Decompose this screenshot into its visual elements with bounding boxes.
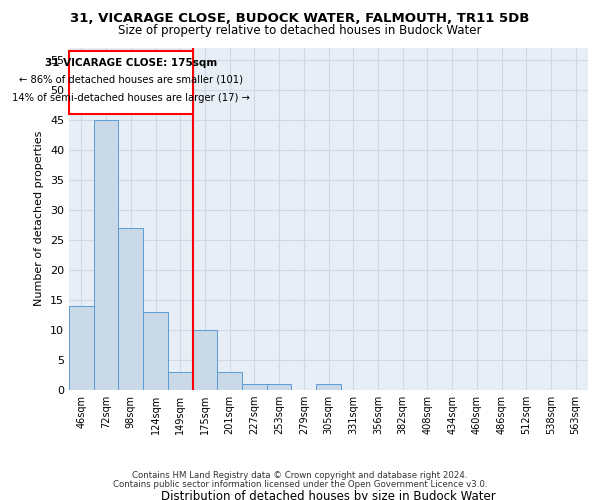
Text: ← 86% of detached houses are smaller (101): ← 86% of detached houses are smaller (10… (19, 74, 243, 85)
Bar (143, 312, 168, 390)
Bar (316, 384, 341, 390)
Bar (217, 372, 242, 390)
Text: Contains HM Land Registry data © Crown copyright and database right 2024.: Contains HM Land Registry data © Crown c… (132, 471, 468, 480)
Text: 14% of semi-detached houses are larger (17) →: 14% of semi-detached houses are larger (… (12, 92, 250, 102)
Bar (69, 306, 94, 390)
Text: Size of property relative to detached houses in Budock Water: Size of property relative to detached ho… (118, 24, 482, 37)
Bar (168, 372, 193, 390)
Text: 31 VICARAGE CLOSE: 175sqm: 31 VICARAGE CLOSE: 175sqm (44, 58, 217, 68)
Text: 31, VICARAGE CLOSE, BUDOCK WATER, FALMOUTH, TR11 5DB: 31, VICARAGE CLOSE, BUDOCK WATER, FALMOU… (70, 12, 530, 26)
Bar (118, 228, 143, 390)
Text: Contains public sector information licensed under the Open Government Licence v3: Contains public sector information licen… (113, 480, 487, 489)
X-axis label: Distribution of detached houses by size in Budock Water: Distribution of detached houses by size … (161, 490, 496, 500)
Bar (242, 384, 267, 390)
Bar (94, 120, 118, 390)
Bar (267, 384, 292, 390)
Y-axis label: Number of detached properties: Number of detached properties (34, 131, 44, 306)
Bar (193, 330, 217, 390)
FancyBboxPatch shape (69, 50, 193, 114)
